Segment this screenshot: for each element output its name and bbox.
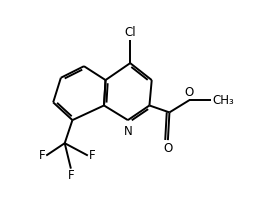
Text: N: N — [123, 125, 132, 138]
Text: O: O — [163, 142, 172, 155]
Text: F: F — [68, 169, 74, 182]
Text: F: F — [89, 149, 95, 162]
Text: O: O — [185, 86, 194, 99]
Text: CH₃: CH₃ — [213, 94, 234, 107]
Text: Cl: Cl — [124, 26, 136, 39]
Text: F: F — [39, 149, 45, 162]
